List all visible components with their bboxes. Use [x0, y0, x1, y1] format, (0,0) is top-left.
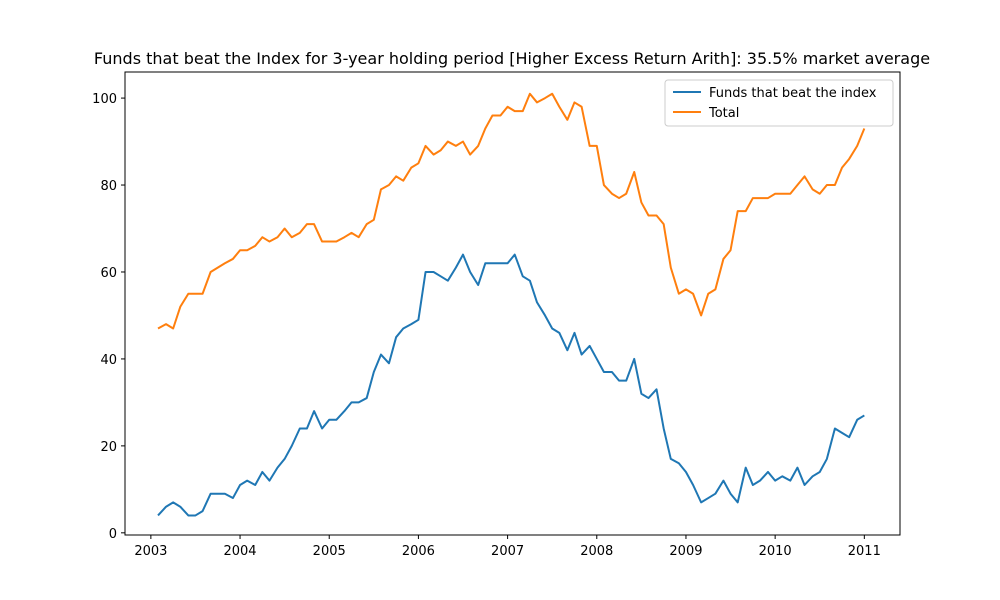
y-tick-label: 0 [109, 527, 117, 542]
x-tick-label: 2006 [402, 544, 435, 559]
y-tick-label: 20 [100, 440, 117, 455]
legend-box [664, 79, 894, 127]
y-tick-label: 100 [92, 92, 117, 107]
x-tick-label: 2005 [313, 544, 346, 559]
y-tick-label: 60 [100, 266, 117, 281]
x-tick-label: 2004 [223, 544, 256, 559]
x-tick-label: 2008 [580, 544, 613, 559]
series-line-total [157, 92, 866, 330]
series-line-funds-beat-index [157, 253, 865, 517]
plot-frame [124, 71, 901, 536]
y-tick-label: 80 [100, 179, 117, 194]
legend-label: Total [708, 106, 739, 121]
legend: Funds that beat the index Total [664, 79, 894, 127]
legend-label: Funds that beat the index [709, 86, 877, 101]
chart-title: Funds that beat the Index for 3-year hol… [94, 49, 930, 68]
x-tick-label: 2003 [134, 544, 167, 559]
y-tick-label: 40 [100, 353, 117, 368]
x-tick-label: 2009 [669, 544, 702, 559]
y-axis: 0 20 40 60 80 100 [92, 92, 125, 542]
plot-lines [157, 92, 866, 517]
x-tick-label: 2011 [848, 544, 881, 559]
x-tick-label: 2007 [491, 544, 524, 559]
x-axis: 2003 2004 2005 2006 2007 2008 2009 2010 2011 [134, 535, 881, 559]
x-tick-label: 2010 [759, 544, 792, 559]
